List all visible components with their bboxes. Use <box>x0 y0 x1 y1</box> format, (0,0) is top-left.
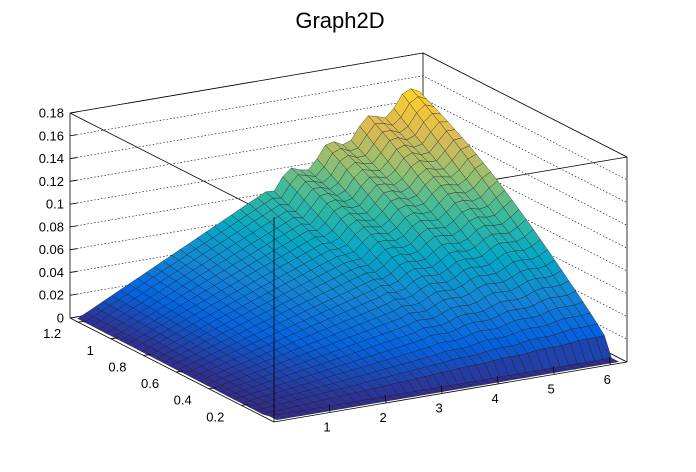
z-tick-mark <box>69 225 78 228</box>
front-box-edges <box>69 217 628 423</box>
x-tick-label: 1 <box>323 419 330 434</box>
y-tick-mark <box>176 370 184 373</box>
x-tick-label: 5 <box>548 381 555 396</box>
box-edge-front <box>273 361 628 423</box>
z-tick-label: 0.02 <box>39 288 64 303</box>
z-tick-mark <box>69 271 78 273</box>
surface-mesh <box>77 88 620 420</box>
y-tick-label: 0.2 <box>206 409 224 424</box>
z-tick-mark <box>69 202 78 205</box>
y-tick-mark <box>208 387 216 390</box>
x-tick-mark <box>384 394 387 404</box>
y-tick-mark <box>241 403 249 406</box>
x-tick-mark <box>608 356 611 365</box>
x-tick-label: 3 <box>435 400 442 415</box>
z-tick-label: 0.04 <box>39 265 64 280</box>
box-edge-front <box>69 317 275 423</box>
y-tick-label: 1 <box>87 343 94 358</box>
z-tick-mark <box>69 293 78 296</box>
y-tick-label: 0.4 <box>174 393 192 408</box>
z-tick-label: 0 <box>57 311 64 326</box>
x-tick-mark <box>496 375 499 384</box>
x-tick-mark <box>328 404 331 413</box>
box-edge <box>422 52 628 158</box>
y-tick-label: 0.6 <box>141 376 159 391</box>
z-tick-mark <box>69 316 78 319</box>
y-tick-label: 1.2 <box>43 326 61 341</box>
z-tick-label: 0.1 <box>46 197 64 212</box>
x-tick-label: 4 <box>492 391 499 406</box>
x-tick-mark <box>552 366 555 375</box>
box-edge <box>69 112 275 218</box>
z-tick-label: 0.06 <box>39 242 64 257</box>
x-tick-label: 2 <box>379 410 386 425</box>
y-tick-mark <box>78 320 86 323</box>
x-tick-label: 6 <box>604 372 611 387</box>
z-tick-label: 0.16 <box>39 128 64 143</box>
z-tick-mark <box>69 157 78 159</box>
y-tick-mark <box>143 354 151 356</box>
chart-title: Graph2D <box>295 8 384 33</box>
z-tick-label: 0.08 <box>39 219 64 234</box>
z-tick-mark <box>69 248 78 251</box>
y-tick-label: 0.8 <box>108 359 126 374</box>
z-tick-mark <box>69 134 78 137</box>
x-tick-mark <box>440 385 443 394</box>
z-tick-label: 0.14 <box>39 151 64 166</box>
z-tick-label: 0.12 <box>39 174 64 189</box>
axis-ticks: 0 0.02 0.04 0.06 0.08 0.1 0.12 0.14 0.16 0.18 1 2 3 4… <box>39 106 611 435</box>
y-tick-mark <box>110 337 118 340</box>
z-tick-mark <box>69 179 78 182</box>
box-edge <box>69 52 424 114</box>
surface-cell <box>602 357 620 364</box>
z-tick-label: 0.18 <box>39 106 64 121</box>
z-tick-mark <box>69 111 78 114</box>
